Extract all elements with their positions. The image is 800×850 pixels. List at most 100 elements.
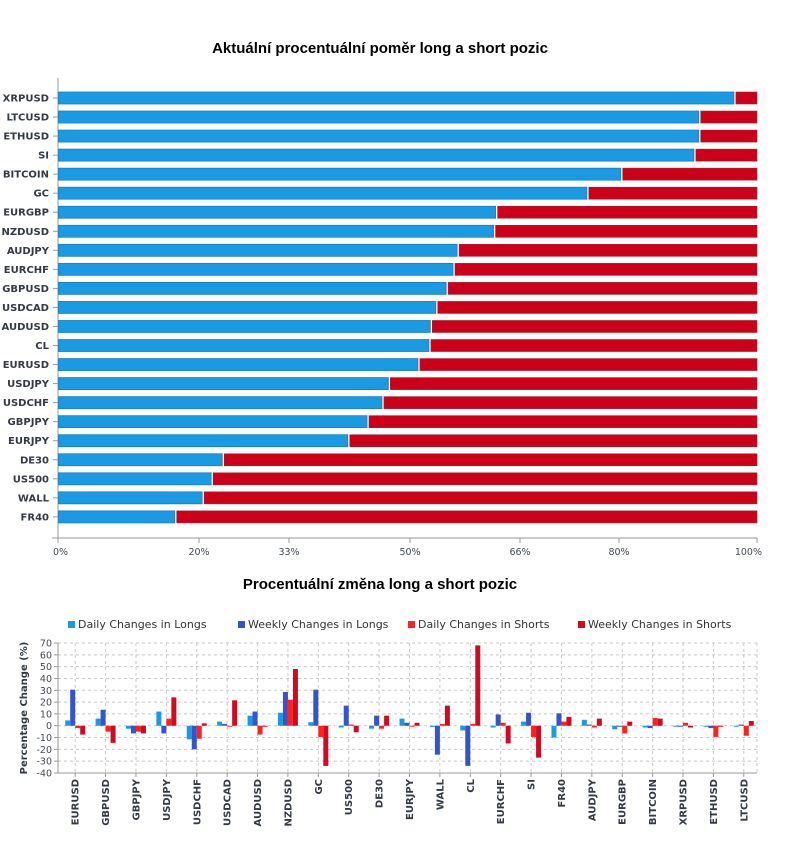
category-label: SI <box>38 151 49 162</box>
change-bar <box>521 721 527 726</box>
change-bar <box>399 718 405 726</box>
change-bar <box>247 715 253 726</box>
changes-legend: Daily Changes in Longs Weekly Changes in … <box>0 618 800 634</box>
category-label: AUDJPY <box>7 246 50 257</box>
change-bar <box>287 699 293 726</box>
x-tick-label: 0% <box>53 547 68 558</box>
short-bar <box>419 358 758 371</box>
change-bar <box>100 709 106 726</box>
y-tick-label: -30 <box>36 757 52 768</box>
legend-swatch <box>408 621 415 628</box>
short-bar <box>223 453 758 467</box>
change-bar <box>404 722 410 726</box>
change-bar <box>617 725 623 727</box>
change-bar <box>718 725 724 727</box>
legend-item[interactable]: Weekly Changes in Shorts <box>578 618 731 631</box>
change-bar <box>201 723 207 726</box>
short-bar <box>383 396 758 409</box>
long-bar <box>58 301 437 314</box>
change-bar <box>384 715 390 726</box>
change-bar <box>191 725 197 750</box>
change-bar <box>495 714 501 726</box>
category-label: AUDJPY <box>587 778 598 821</box>
category-label: ETHUSD <box>709 779 720 825</box>
category-label: NZDUSD <box>283 779 294 827</box>
change-bar <box>475 645 481 726</box>
legend-label: Weekly Changes in Longs <box>248 618 389 631</box>
ratio-chart: 0% 20% 33% 50% 66% 80% 100% XRPUSD LTCUSD ETHUSD S… <box>1 78 762 558</box>
short-bar <box>432 320 758 333</box>
long-bar <box>58 320 431 333</box>
change-bar <box>110 725 116 743</box>
category-label: GC <box>33 189 49 200</box>
change-bar <box>500 722 506 726</box>
legend-label: Daily Changes in Shorts <box>418 618 550 631</box>
change-bar <box>561 721 567 726</box>
change-bar <box>262 725 268 727</box>
change-bar <box>125 725 131 729</box>
x-tick-label: 66% <box>509 547 530 558</box>
y-axis-title: Percentage Change (%) <box>19 642 30 775</box>
category-label: GBPJPY <box>8 417 50 428</box>
short-bar <box>430 339 758 352</box>
change-bar <box>343 705 349 726</box>
long-bar <box>58 415 368 429</box>
y-tick-label: 60 <box>40 650 52 661</box>
change-bar <box>566 716 572 726</box>
short-bar <box>497 205 758 219</box>
category-label: SI <box>527 779 538 790</box>
category-label: LTCUSD <box>739 779 750 822</box>
category-label: EURUSD <box>3 360 49 371</box>
long-bar <box>58 453 223 467</box>
change-bar <box>156 711 162 726</box>
change-bar <box>490 725 496 728</box>
short-bar <box>349 434 758 448</box>
long-bar <box>58 358 419 371</box>
x-tick-label: 20% <box>188 547 209 558</box>
change-bar <box>708 725 714 729</box>
change-bar <box>743 725 749 736</box>
long-bar <box>58 129 700 143</box>
legend-item[interactable]: Daily Changes in Shorts <box>408 618 549 631</box>
change-bar <box>673 725 679 727</box>
change-bar <box>277 712 283 726</box>
category-label: USDCHF <box>3 398 49 409</box>
change-bar <box>409 725 415 727</box>
change-bar <box>161 725 167 734</box>
legend-swatch <box>578 621 585 628</box>
category-label: CL <box>35 341 49 352</box>
change-bar <box>556 713 562 726</box>
short-bar <box>588 186 758 200</box>
change-bar <box>526 712 532 726</box>
category-label: WALL <box>435 778 446 810</box>
change-bar <box>683 722 689 726</box>
change-bar <box>292 669 298 726</box>
long-bar <box>58 434 349 448</box>
category-label: BITCOIN <box>3 170 49 181</box>
change-bar <box>105 725 111 732</box>
category-label: GBPUSD <box>101 779 112 826</box>
y-tick-label: 70 <box>40 639 52 650</box>
change-bar <box>733 725 739 727</box>
legend-item[interactable]: Weekly Changes in Longs <box>238 618 388 631</box>
short-bar <box>622 167 758 181</box>
change-bar <box>596 718 602 726</box>
legend-swatch <box>238 621 245 628</box>
legend-item[interactable]: Daily Changes in Longs <box>68 618 207 631</box>
change-bar <box>186 725 192 740</box>
category-label: NZDUSD <box>1 227 49 238</box>
x-tick-label: 100% <box>735 547 762 558</box>
category-label: WALL <box>18 493 50 504</box>
change-bar <box>738 724 744 726</box>
x-tick-label: 33% <box>278 547 299 558</box>
short-bar <box>203 491 758 505</box>
category-label: XRPUSD <box>3 94 49 105</box>
short-bar <box>454 263 758 276</box>
change-bar <box>434 725 440 755</box>
change-bar <box>642 725 648 728</box>
category-label: DE30 <box>20 455 49 466</box>
change-bar <box>586 724 592 726</box>
change-bar <box>713 725 719 737</box>
short-bar <box>212 472 758 486</box>
change-bar <box>414 722 420 726</box>
